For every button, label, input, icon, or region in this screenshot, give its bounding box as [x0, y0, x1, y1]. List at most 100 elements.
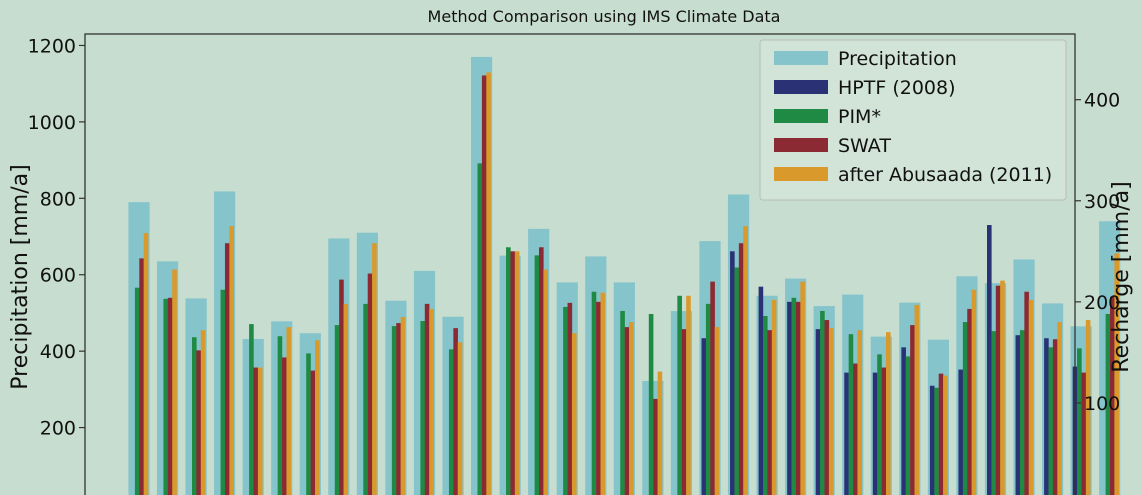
swat-bar	[453, 328, 458, 495]
swat-bar	[824, 320, 830, 495]
abusaada-bar	[828, 328, 834, 495]
legend-label: PIM*	[838, 106, 881, 128]
swat-bar	[938, 373, 944, 495]
pim-bar	[134, 287, 140, 495]
pim-bar	[1105, 313, 1111, 495]
y-tick-label: 200	[40, 418, 76, 440]
hptf-bar	[730, 251, 735, 495]
abusaada-bar	[800, 281, 805, 495]
swat-bar	[339, 279, 344, 495]
abusaada-bar	[1114, 253, 1119, 495]
pim-bar	[1077, 348, 1082, 495]
pim-bar	[391, 326, 397, 495]
swat-bar	[481, 75, 487, 495]
pim-bar	[591, 291, 597, 495]
chart-title: Method Comparison using IMS Climate Data	[428, 7, 781, 26]
pim-bar	[420, 321, 425, 495]
abusaada-bar	[543, 269, 548, 495]
pim-bar	[1019, 330, 1025, 495]
legend-label: Precipitation	[838, 48, 957, 70]
swat-bar	[995, 285, 1001, 495]
legend-label: SWAT	[838, 135, 891, 157]
hptf-bar	[987, 225, 992, 495]
pim-bar	[277, 336, 283, 495]
pim-bar	[905, 356, 911, 495]
swat-bar	[624, 327, 630, 495]
plot-frame	[84, 33, 1076, 495]
y2-tick-label: 300	[1084, 191, 1120, 213]
swat-bar	[139, 258, 144, 495]
pim-bar	[506, 247, 511, 495]
axes-layer: 200 400 600 800 1000 1200 100 200 300 400	[28, 35, 1121, 439]
swat-bar	[596, 301, 601, 495]
abusaada-bar	[657, 371, 663, 495]
legend: Precipitation HPTF (2008) PIM* SWAT after Ab…	[759, 39, 1067, 201]
y-tick-label: 400	[40, 341, 76, 363]
swat-bar	[653, 398, 658, 495]
swat-bar	[196, 350, 201, 495]
legend-label: HPTF (2008)	[838, 77, 956, 99]
abusaada-bar	[372, 243, 377, 495]
abusaada-bar	[286, 327, 292, 495]
swat-bar	[710, 281, 715, 495]
abusaada-bar	[1028, 299, 1034, 495]
swat-bar	[282, 357, 287, 495]
pim-bar	[763, 316, 768, 495]
pim-bar	[192, 337, 197, 495]
swat-bar	[539, 247, 544, 495]
pim-bar	[534, 255, 540, 495]
swat-bar	[367, 273, 373, 495]
swat-bar	[1110, 296, 1115, 495]
abusaada-bar	[172, 269, 177, 495]
abusaada-bar	[914, 304, 920, 495]
pim-bar	[677, 295, 682, 495]
pim-bar	[448, 349, 454, 495]
y-tick-label: 1200	[28, 35, 76, 57]
y2-axis-title: Recharge [mm/a]	[1109, 181, 1134, 372]
y-tick-label: 600	[40, 265, 76, 287]
abusaada-bar	[200, 330, 206, 495]
pim-bar	[962, 322, 968, 495]
swat-bar	[1052, 339, 1058, 495]
abusaada-bar	[315, 340, 320, 495]
bars-layer	[128, 56, 1121, 495]
abusaada-bar	[457, 342, 463, 495]
abusaada-bar	[714, 327, 720, 495]
y-tick-label: 800	[40, 188, 76, 210]
abusaada-bar	[686, 295, 691, 495]
abusaada-bar	[600, 292, 606, 495]
hptf-bar	[701, 338, 707, 495]
hptf-bar	[901, 347, 906, 495]
pim-bar	[363, 303, 368, 495]
swat-bar	[881, 367, 887, 495]
pim-bar	[220, 289, 226, 495]
legend-label: after Abusaada (2011)	[838, 164, 1052, 186]
pim-bar	[877, 354, 882, 495]
swat-bar	[910, 325, 915, 495]
swat-bar	[396, 323, 401, 495]
y2-tick-label: 200	[1084, 292, 1120, 314]
abusaada-bar	[629, 322, 634, 495]
legend-box	[759, 39, 1067, 201]
abusaada-bar	[943, 375, 948, 495]
swat-bar	[1024, 291, 1029, 495]
y-tick-label: 1000	[28, 112, 76, 134]
abusaada-bar	[886, 332, 891, 495]
y-axis-title: Precipitation [mm/a]	[8, 164, 33, 389]
hptf-bar	[1044, 338, 1049, 495]
legend-swatch	[774, 138, 828, 152]
swat-bar	[224, 243, 230, 495]
pim-bar	[734, 267, 740, 495]
swat-bar	[510, 251, 516, 495]
pim-bar	[306, 353, 311, 495]
abusaada-bar	[400, 317, 406, 495]
abusaada-bar	[857, 330, 863, 495]
abusaada-bar	[343, 303, 349, 495]
legend-swatch	[774, 80, 828, 94]
abusaada-bar	[229, 226, 234, 495]
hptf-bar	[872, 372, 878, 495]
y2-tick-label: 400	[1084, 90, 1120, 112]
hptf-bar	[844, 372, 849, 495]
abusaada-bar	[571, 333, 577, 495]
hptf-bar	[758, 286, 764, 495]
